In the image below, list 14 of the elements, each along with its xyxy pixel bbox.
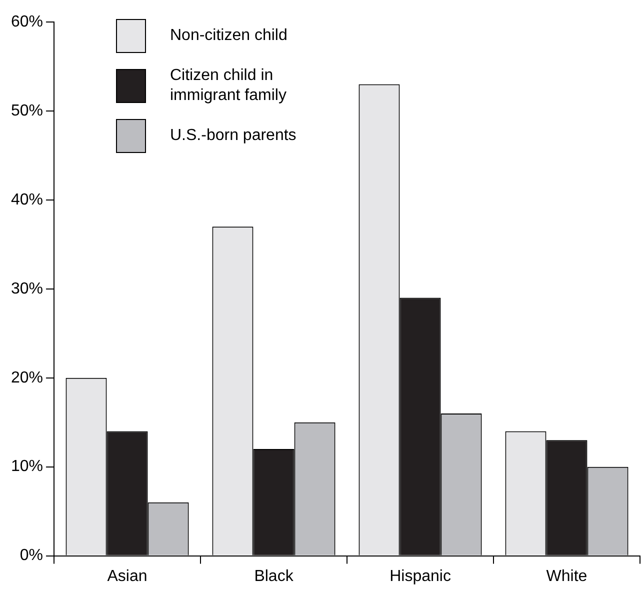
y-tick-label: 40%: [10, 191, 44, 208]
x-tick-label: Black: [254, 568, 294, 585]
y-tick-label: 60%: [10, 13, 44, 30]
x-tick-label: White: [546, 568, 588, 585]
legend-label: Citizen child in immigrant family: [170, 66, 288, 106]
x-tick-label: Hispanic: [390, 568, 451, 585]
y-tick-label: 0%: [20, 547, 44, 564]
legend-label: U.S.-born parents: [170, 126, 298, 146]
x-tick-label: Asian: [107, 568, 148, 585]
y-tick-label: 20%: [10, 369, 44, 386]
y-tick-label: 30%: [10, 280, 44, 298]
legend-label: Non-citizen child: [170, 26, 288, 46]
y-tick-label: 10%: [10, 458, 44, 476]
y-tick-label: 50%: [10, 102, 44, 120]
